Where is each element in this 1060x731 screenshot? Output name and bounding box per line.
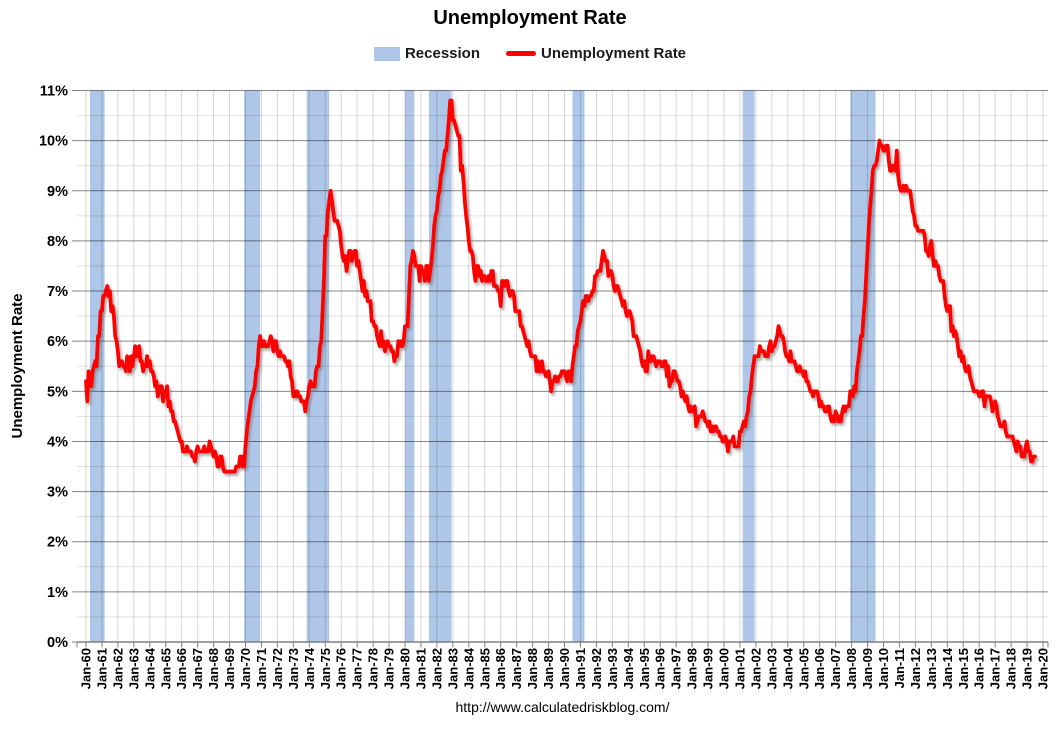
source-url: http://www.calculatedriskblog.com/ (455, 699, 670, 715)
chart-title: Unemployment Rate (433, 7, 627, 29)
x-tick-label: Jan-64 (142, 647, 157, 689)
y-tick-label: 4% (47, 434, 68, 450)
x-tick-label: Jan-60 (79, 648, 94, 689)
x-tick-label: Jan-90 (557, 648, 572, 689)
x-tick-label: Jan-78 (366, 648, 381, 689)
x-tick-label: Jan-84 (461, 647, 476, 689)
x-tick-label: Jan-06 (812, 648, 827, 689)
x-tick-label: Jan-15 (956, 648, 971, 689)
x-tick-label: Jan-89 (541, 648, 556, 689)
x-tick-label: Jan-67 (190, 648, 205, 689)
x-tick-label: Jan-80 (398, 648, 413, 689)
x-tick-label: Jan-18 (1004, 648, 1019, 689)
x-tick-label: Jan-03 (764, 648, 779, 689)
x-tick-label: Jan-17 (988, 648, 1003, 689)
x-tick-label: Jan-95 (637, 648, 652, 689)
x-tick-label: Jan-83 (445, 648, 460, 689)
x-tick-label: Jan-02 (748, 648, 763, 689)
y-tick-label: 7% (47, 284, 68, 300)
x-tick-label: Jan-14 (940, 647, 955, 689)
x-tick-label: Jan-76 (334, 648, 349, 689)
x-tick-label: Jan-04 (780, 647, 795, 689)
x-tick-label: Jan-01 (732, 648, 747, 689)
y-tick-label: 1% (47, 585, 68, 601)
x-tick-label: Jan-70 (238, 648, 253, 689)
y-tick-label: 11% (40, 84, 68, 100)
x-tick-label: Jan-81 (413, 648, 428, 689)
x-tick-label: Jan-65 (158, 648, 173, 689)
x-tick-label: Jan-05 (796, 648, 811, 689)
x-tick-label: Jan-63 (126, 648, 141, 689)
unemployment-rate-line (84, 98, 1037, 474)
y-tick-label: 0% (47, 635, 68, 651)
x-tick-label: Jan-12 (908, 648, 923, 689)
y-tick-label: 2% (47, 535, 68, 551)
y-tick-label: 5% (47, 384, 68, 400)
x-tick-label: Jan-09 (860, 648, 875, 689)
legend-item-unemployment-rate: Unemployment Rate (506, 45, 686, 62)
y-tick-label: 8% (47, 234, 68, 250)
x-tick-label: Jan-62 (110, 648, 125, 689)
recession-band (742, 90, 755, 642)
chart-legend: Recession Unemployment Rate (0, 45, 1060, 62)
x-tick-label: Jan-19 (1020, 648, 1035, 689)
x-tick-label: Jan-75 (318, 648, 333, 689)
x-tick-label: Jan-98 (685, 648, 700, 689)
recession-band-swatch (373, 46, 400, 61)
y-tick-label: 9% (47, 184, 68, 200)
x-tick-label: Jan-11 (892, 648, 907, 688)
y-tick-label: 6% (47, 334, 68, 350)
recession-band (572, 90, 585, 642)
y-tick-label: 3% (47, 485, 68, 501)
legend-label-unemployment-rate: Unemployment Rate (541, 45, 687, 62)
x-tick-label: Jan-86 (493, 648, 508, 689)
x-tick-label: Jan-85 (477, 648, 492, 689)
x-tick-label: Jan-92 (589, 648, 604, 689)
x-tick-label: Jan-71 (254, 648, 269, 689)
x-tick-label: Jan-68 (206, 648, 221, 689)
x-tick-label: Jan-73 (286, 648, 301, 689)
x-tick-label: Jan-16 (972, 648, 987, 689)
x-tick-label: Jan-72 (270, 648, 285, 689)
legend-item-recession: Recession (373, 45, 480, 62)
recession-band (405, 90, 415, 642)
x-tick-label: Jan-13 (924, 648, 939, 689)
x-tick-label: Jan-07 (828, 648, 843, 689)
legend-label-recession: Recession (404, 45, 480, 62)
x-tick-label: Jan-61 (94, 648, 109, 689)
x-tick-label: Jan-69 (222, 648, 237, 689)
x-tick-label: Jan-99 (701, 648, 716, 689)
x-tick-label: Jan-87 (509, 648, 524, 689)
recession-band (244, 90, 261, 642)
unemployment-line-swatch (506, 51, 536, 56)
x-tick-label: Jan-82 (429, 648, 444, 689)
x-tick-label: Jan-94 (621, 647, 636, 689)
y-tick-label: 10% (39, 134, 68, 150)
x-tick-label: Jan-20 (1036, 648, 1051, 689)
x-tick-label: Jan-96 (653, 648, 668, 689)
x-tick-label: Jan-97 (669, 648, 684, 689)
x-tick-label: Jan-93 (605, 648, 620, 689)
x-tick-label: Jan-88 (525, 648, 540, 689)
x-tick-label: Jan-77 (350, 648, 365, 689)
x-tick-label: Jan-74 (302, 647, 317, 689)
x-tick-label: Jan-79 (382, 648, 397, 689)
x-tick-label: Jan-10 (876, 648, 891, 689)
x-tick-label: Jan-08 (844, 648, 859, 689)
x-tick-label: Jan-91 (573, 648, 588, 689)
y-axis-title: Unemployment Rate (9, 293, 26, 438)
x-tick-label: Jan-66 (174, 648, 189, 689)
x-tick-label: Jan-00 (717, 648, 732, 689)
